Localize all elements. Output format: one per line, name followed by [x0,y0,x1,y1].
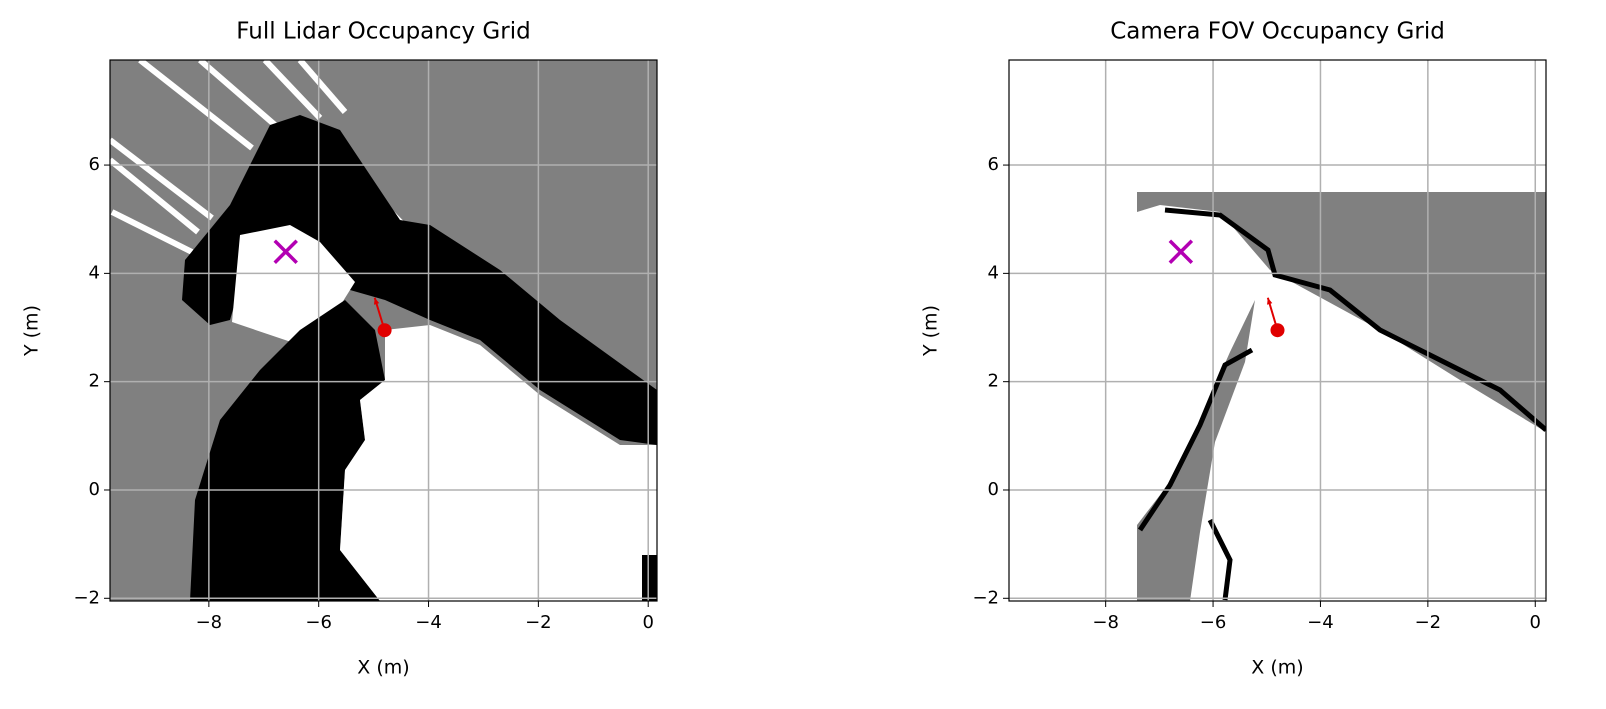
x-tick-label: −2 [1415,612,1442,633]
y-tick-label: 4 [89,262,100,283]
arrow-head [1267,297,1273,305]
x-tick-label: −4 [415,612,442,633]
x-axis-label: X (m) [1251,657,1303,679]
goal-marker [273,239,298,264]
x-tick-label: 0 [642,612,653,633]
y-tick-label: 0 [89,479,100,500]
x-tick-label: 0 [1530,612,1541,633]
arrow-head [373,297,380,305]
x-tick-label: −8 [196,612,223,633]
chart-title: Full Lidar Occupancy Grid [236,19,530,45]
robot-marker [377,323,392,338]
x-tick-label: −6 [305,612,332,633]
y-axis-label: Y (m) [21,305,43,357]
y-tick-label: 6 [89,154,100,175]
chart-title: Camera FOV Occupancy Grid [1110,19,1445,45]
x-tick-label: −6 [1200,612,1227,633]
x-tick-label: −4 [1307,612,1334,633]
y-tick-label: 0 [988,479,999,500]
axes-frame [1008,59,1547,602]
axes-frame [109,59,658,602]
y-tick-label: 2 [89,371,100,392]
robot-marker [1270,323,1285,338]
x-tick-label: −2 [525,612,552,633]
y-tick-label: 4 [988,262,999,283]
y-axis-label: Y (m) [920,305,942,357]
y-tick-label: 2 [988,371,999,392]
y-tick-label: 6 [988,154,999,175]
goal-marker [1168,239,1194,264]
y-tick-label: −2 [73,587,100,608]
x-tick-label: −8 [1092,612,1119,633]
x-axis-label: X (m) [357,657,409,679]
y-tick-label: −2 [972,587,999,608]
